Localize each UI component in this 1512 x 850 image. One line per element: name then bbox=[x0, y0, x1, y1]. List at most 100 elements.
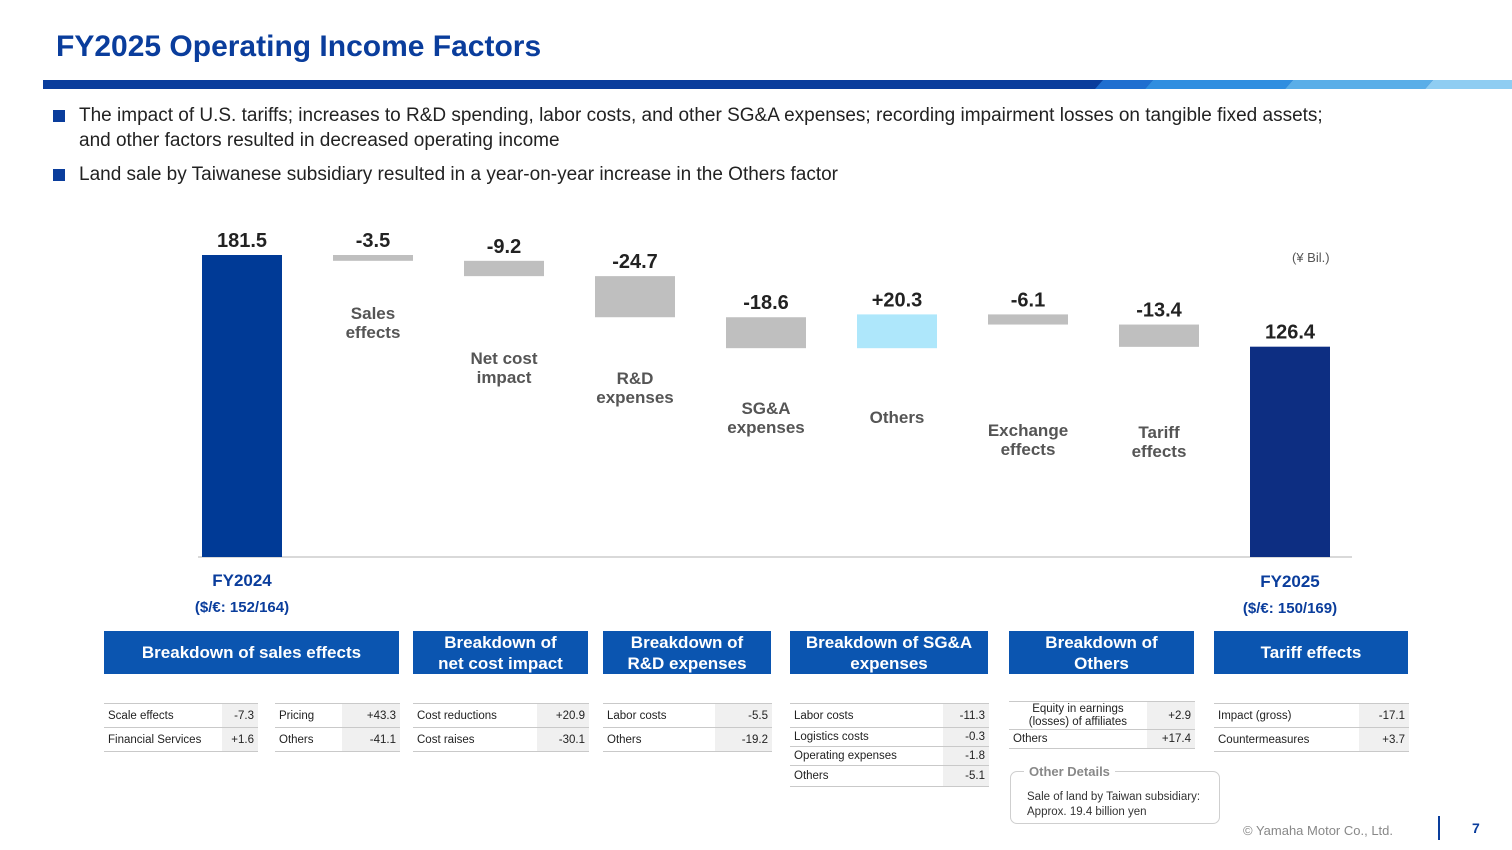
bar-value-label: -9.2 bbox=[487, 236, 521, 258]
bar-fy2025 bbox=[1250, 346, 1330, 557]
bullet-square-icon bbox=[53, 110, 65, 122]
row-value: +3.7 bbox=[1359, 727, 1409, 752]
fy2025-rate-label: ($/€: 150/169) bbox=[1243, 600, 1337, 617]
category-label: SG&A bbox=[741, 399, 790, 418]
others-header-line-1: Breakdown of bbox=[1045, 632, 1158, 652]
fy2025-label: FY2025 bbox=[1260, 572, 1320, 591]
table-row: Pricing +43.3 bbox=[275, 703, 400, 728]
category-label: expenses bbox=[596, 388, 674, 407]
table-row: Financial Services +1.6 bbox=[104, 727, 258, 752]
row-value: -41.1 bbox=[342, 727, 400, 752]
row-label: Impact (gross) bbox=[1214, 703, 1360, 728]
table-row: Countermeasures +3.7 bbox=[1214, 727, 1409, 752]
other-details-text: Sale of land by Taiwan subsidiary: Approx… bbox=[1027, 790, 1200, 820]
bar-value-label: -24.7 bbox=[612, 251, 658, 273]
rnd-header-line-2: R&D expenses bbox=[627, 653, 747, 673]
bar-value-label: -3.5 bbox=[356, 230, 390, 252]
fy2024-rate-label: ($/€: 152/164) bbox=[195, 599, 289, 616]
table-row: Cost reductions +20.9 bbox=[413, 703, 589, 728]
row-label: Scale effects bbox=[104, 703, 223, 728]
row-value: -19.2 bbox=[715, 727, 772, 752]
sales-breakdown-header: Breakdown of sales effects bbox=[104, 631, 399, 674]
row-value: +1.6 bbox=[222, 727, 258, 752]
others-breakdown-table: Equity in earnings (losses) of affiliates… bbox=[1009, 701, 1195, 749]
table-row: Others -41.1 bbox=[275, 727, 400, 752]
bullet-1-line-1: The impact of U.S. tariffs; increases to… bbox=[79, 105, 1323, 126]
row-label: Others bbox=[1009, 729, 1147, 749]
row-value: -17.1 bbox=[1359, 703, 1409, 728]
row-value: +2.9 bbox=[1146, 701, 1195, 730]
row-label: Equity in earnings (losses) of affiliates bbox=[1009, 701, 1147, 730]
row-label: Operating expenses bbox=[790, 746, 943, 766]
tariff-breakdown-header: Tariff effects bbox=[1214, 631, 1408, 674]
category-label: effects bbox=[1132, 442, 1187, 461]
footer-divider bbox=[1438, 816, 1440, 840]
bar-value-label: 181.5 bbox=[217, 230, 267, 252]
category-label: impact bbox=[477, 368, 532, 387]
row-value: -1.8 bbox=[942, 746, 989, 766]
sga-breakdown-table: Labor costs -11.3 Logistics costs -0.3 Ope… bbox=[790, 703, 989, 787]
rnd-header-line-1: Breakdown of bbox=[630, 632, 744, 652]
category-label: Tariff bbox=[1138, 423, 1180, 442]
row-value: -30.1 bbox=[536, 727, 589, 752]
bullet-1-line-2: and other factors resulted in decreased … bbox=[79, 130, 560, 151]
category-label: Net cost bbox=[470, 349, 537, 368]
netcost-breakdown-table: Cost reductions +20.9 Cost raises -30.1 bbox=[413, 703, 589, 752]
bar-value-label: -18.6 bbox=[743, 292, 789, 314]
table-row: Others +17.4 bbox=[1009, 729, 1195, 749]
table-row: Logistics costs -0.3 bbox=[790, 727, 989, 747]
page-title: FY2025 Operating Income Factors bbox=[56, 30, 542, 63]
row-label: Labor costs bbox=[790, 703, 943, 728]
row-label: Cost raises bbox=[413, 727, 537, 752]
bar-sg-a-expenses bbox=[726, 317, 806, 349]
others-header-line-2: Others bbox=[1074, 653, 1129, 673]
netcost-header-line-1: Breakdown of bbox=[444, 632, 557, 652]
others-row1-line-2: (losses) of affiliates bbox=[1028, 715, 1128, 728]
sales-breakdown-header-text: Breakdown of sales effects bbox=[141, 643, 362, 662]
table-row: Others -19.2 bbox=[603, 727, 772, 752]
row-value: -11.3 bbox=[942, 703, 989, 728]
row-label: Cost reductions bbox=[413, 703, 537, 728]
table-row: Equity in earnings (losses) of affiliates… bbox=[1009, 701, 1195, 730]
bar-value-label: -6.1 bbox=[1011, 289, 1045, 311]
category-label: effects bbox=[346, 323, 401, 342]
table-row: Scale effects -7.3 bbox=[104, 703, 258, 728]
netcost-header-line-2: net cost impact bbox=[438, 653, 563, 673]
table-row: Operating expenses -1.8 bbox=[790, 746, 989, 766]
sales-breakdown-table-right: Pricing +43.3 Others -41.1 bbox=[275, 703, 400, 752]
others-breakdown-header: Breakdown of Others bbox=[1009, 631, 1194, 674]
sga-header-line-1: Breakdown of SG&A bbox=[805, 632, 973, 652]
bullet-square-icon bbox=[53, 169, 65, 181]
bullet-2-text: Land sale by Taiwanese subsidiary result… bbox=[79, 164, 838, 185]
unit-label: (¥ Bil.) bbox=[1292, 250, 1330, 265]
sales-breakdown-table-left: Scale effects -7.3 Financial Services +1.6 bbox=[104, 703, 258, 752]
category-label: Others bbox=[870, 408, 925, 427]
row-value: +17.4 bbox=[1146, 729, 1195, 749]
row-label: Logistics costs bbox=[790, 727, 943, 747]
table-row: Impact (gross) -17.1 bbox=[1214, 703, 1409, 728]
rnd-breakdown-header: Breakdown of R&D expenses bbox=[603, 631, 771, 674]
tariff-header-text: Tariff effects bbox=[1260, 643, 1362, 662]
other-details-line-1: Sale of land by Taiwan subsidiary: bbox=[1027, 791, 1201, 803]
row-label: Others bbox=[603, 727, 716, 752]
other-details-line-2: Approx. 19.4 billion yen bbox=[1027, 806, 1147, 818]
other-details-title: Other Details bbox=[1024, 764, 1115, 779]
row-label: Financial Services bbox=[104, 727, 223, 752]
category-label: Exchange bbox=[988, 421, 1068, 440]
bar-others bbox=[857, 314, 937, 349]
netcost-breakdown-header: Breakdown of net cost impact bbox=[413, 631, 588, 674]
bar-net-cost-impact bbox=[464, 260, 544, 277]
bar-r-d-expenses bbox=[595, 276, 675, 318]
other-details-box bbox=[1010, 771, 1220, 824]
row-label: Others bbox=[275, 727, 343, 752]
row-value: -5.1 bbox=[942, 765, 989, 787]
row-value: -5.5 bbox=[715, 703, 772, 728]
bar-sales-effects bbox=[333, 255, 413, 261]
row-value: -7.3 bbox=[222, 703, 258, 728]
row-label: Countermeasures bbox=[1214, 727, 1360, 752]
table-row: Labor costs -11.3 bbox=[790, 703, 989, 728]
bar-exchange-effects bbox=[988, 314, 1068, 325]
row-value: +43.3 bbox=[342, 703, 400, 728]
others-row1-line-1: Equity in earnings bbox=[1032, 702, 1124, 715]
